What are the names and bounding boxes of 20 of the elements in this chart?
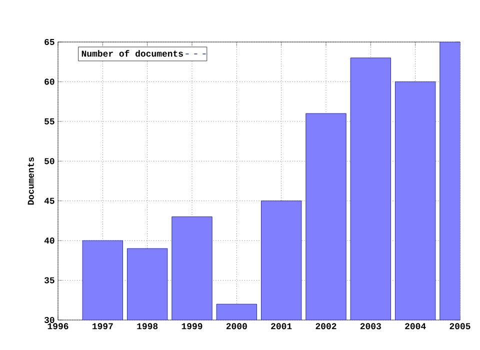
- x-tick-label: 2005: [450, 323, 470, 330]
- y-tick-label: 40: [44, 238, 54, 244]
- y-tick-label: 65: [44, 38, 54, 46]
- legend-label: Number of documents: [82, 50, 183, 57]
- x-tick-label: 1999: [182, 323, 202, 330]
- y-tick-label: 55: [44, 118, 54, 124]
- y-tick-label: 50: [44, 158, 54, 164]
- y-tick-label: 60: [44, 78, 54, 85]
- y-tick-label: 35: [44, 277, 54, 284]
- x-tick-label: 1997: [92, 323, 113, 330]
- x-tick-label: 2002: [316, 323, 336, 330]
- x-tick-label: 1996: [48, 323, 68, 330]
- x-tick-label: 2004: [405, 323, 426, 330]
- y-axis-title: Documents: [28, 157, 34, 205]
- x-tick-label: 1998: [137, 323, 158, 330]
- y-tick-label: 45: [44, 198, 54, 204]
- y-tick-label: 30: [44, 316, 54, 324]
- x-tick-label: 2000: [226, 323, 247, 330]
- x-tick-label: 2001: [271, 323, 292, 330]
- x-tick-label: 2003: [360, 323, 381, 330]
